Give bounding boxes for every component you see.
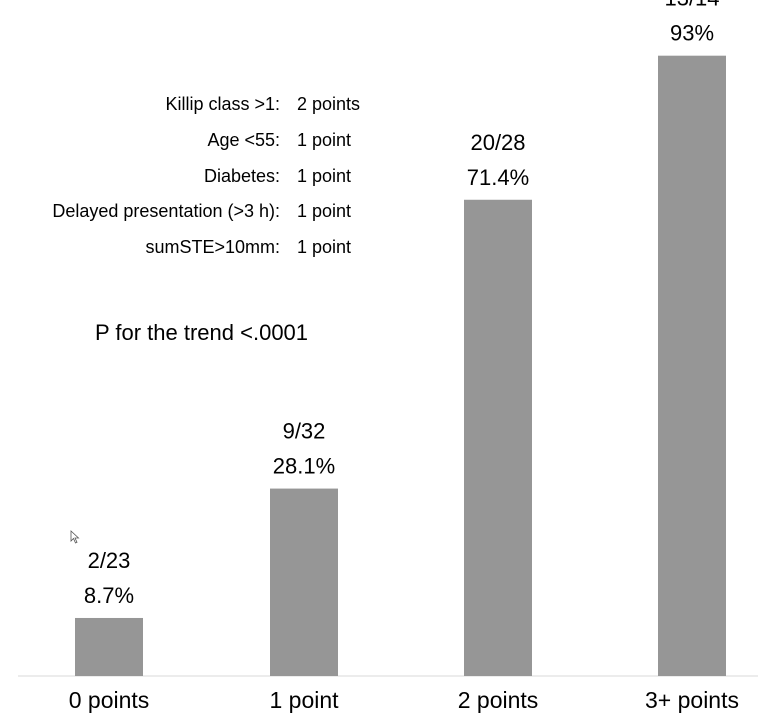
bar (658, 55, 726, 676)
bars-group (75, 55, 726, 676)
bar (270, 488, 338, 676)
bar (75, 617, 143, 676)
bar-percent-label: 8.7% (84, 583, 134, 608)
bar (464, 199, 532, 676)
bar-percent-label: 28.1% (273, 454, 335, 479)
bar-percent-label: 93% (670, 21, 714, 46)
category-labels-group: 0 points 1 point 2 points 3+ points (69, 687, 739, 713)
x-tick-label: 1 point (269, 687, 339, 713)
fraction-labels-group: 2/23 9/32 20/28 13/14 (88, 0, 720, 573)
bar-fraction-label: 2/23 (88, 548, 131, 573)
mouse-pointer-icon (70, 530, 80, 544)
p-trend-annotation: P for the trend <.0001 (95, 320, 309, 345)
bar-percent-label: 71.4% (467, 165, 529, 190)
x-tick-label: 3+ points (645, 687, 739, 713)
bar-fraction-label: 20/28 (470, 130, 525, 155)
bar-fraction-label: 9/32 (283, 419, 326, 444)
percent-labels-group: 8.7% 28.1% 71.4% 93% (84, 21, 714, 608)
bar-fraction-label: 13/14 (664, 0, 719, 11)
x-tick-label: 2 points (458, 687, 539, 713)
x-tick-label: 0 points (69, 687, 150, 713)
